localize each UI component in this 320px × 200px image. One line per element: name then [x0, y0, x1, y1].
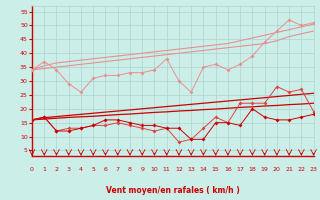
X-axis label: Vent moyen/en rafales ( km/h ): Vent moyen/en rafales ( km/h ) [106, 186, 240, 195]
